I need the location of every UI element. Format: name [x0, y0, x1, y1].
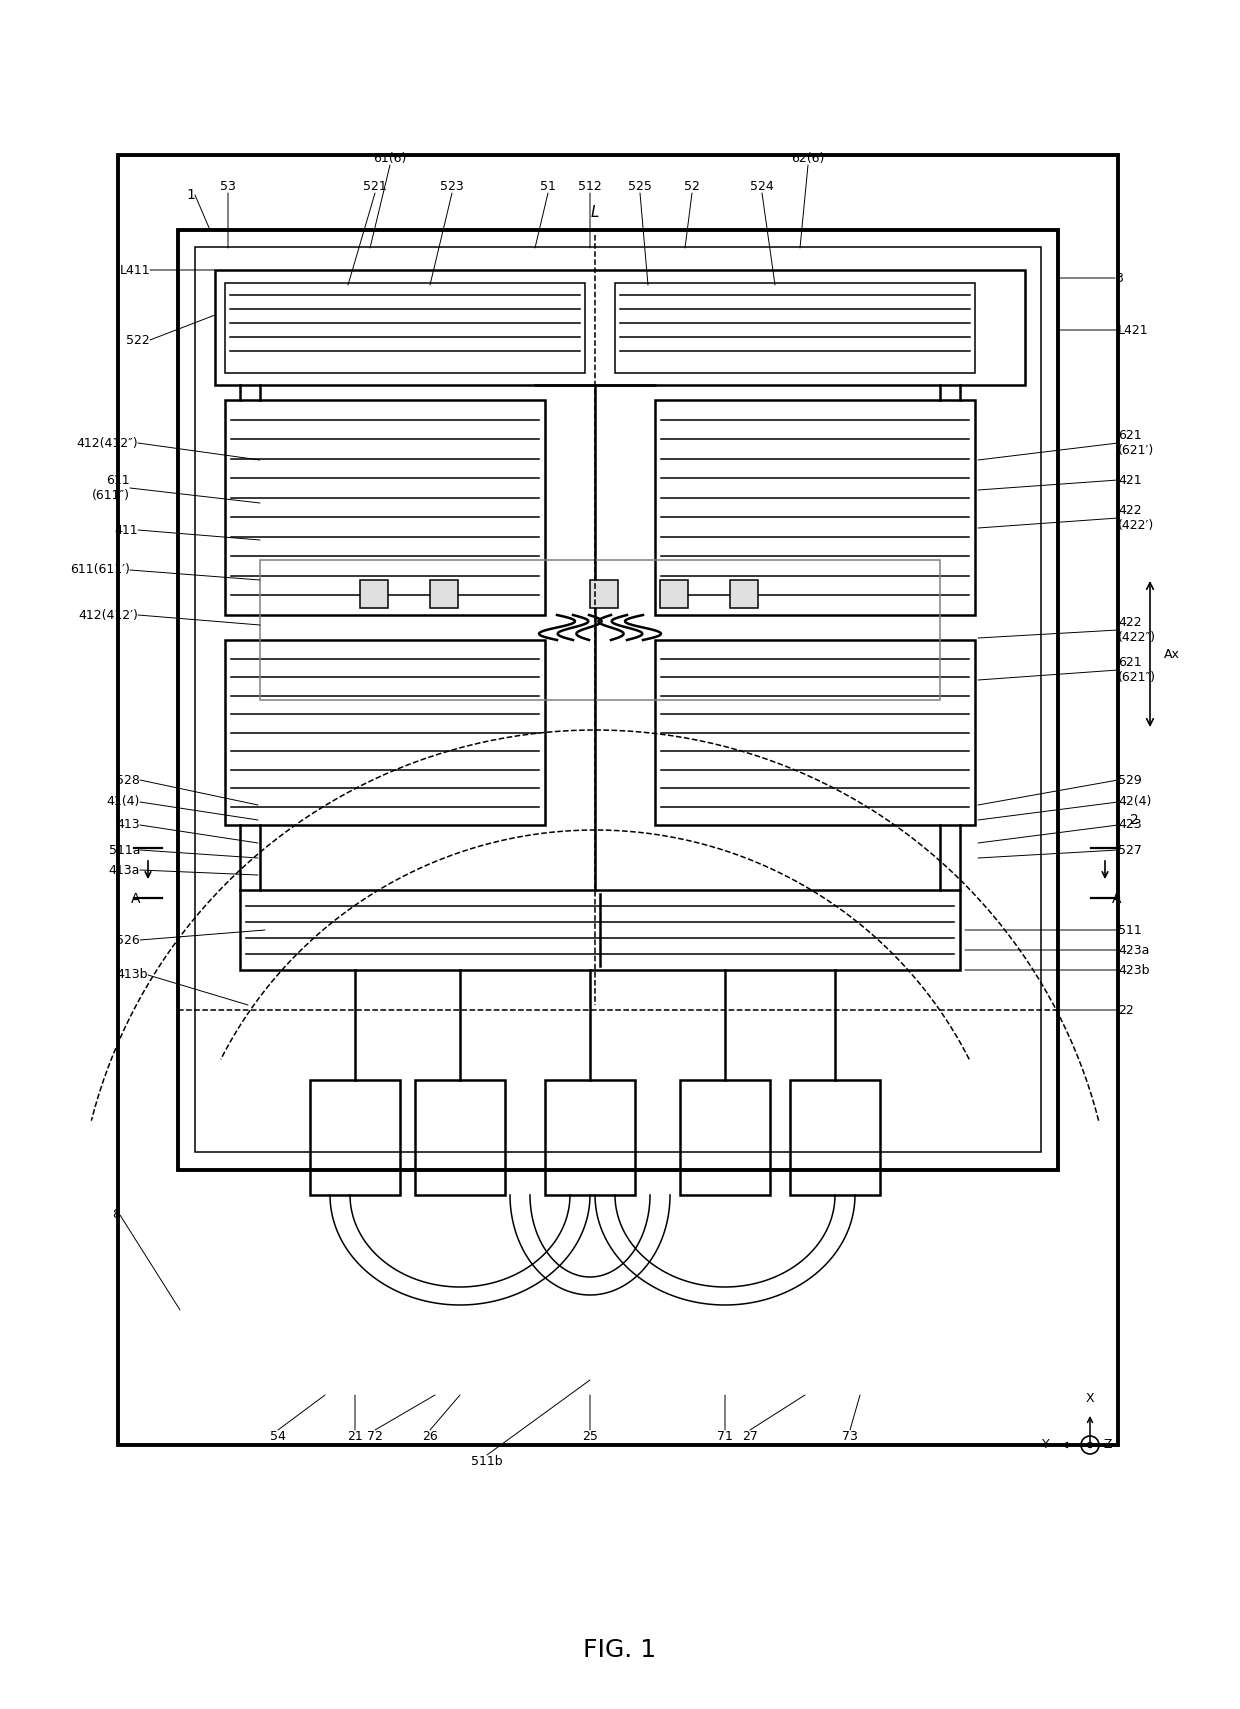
Text: 1: 1 — [186, 188, 195, 202]
Text: 2: 2 — [1130, 813, 1138, 827]
Bar — [241, 890, 960, 971]
Text: 528: 528 — [117, 774, 140, 786]
Bar — [730, 579, 758, 608]
Bar — [430, 579, 458, 608]
Text: 521: 521 — [363, 179, 387, 193]
Bar — [118, 156, 1118, 1446]
Bar — [660, 579, 688, 608]
Bar — [224, 400, 546, 615]
Bar — [680, 1080, 770, 1195]
Text: 73: 73 — [842, 1430, 858, 1442]
Text: Ax: Ax — [1164, 648, 1180, 660]
Text: 523: 523 — [440, 179, 464, 193]
Text: 72: 72 — [367, 1430, 383, 1442]
Text: 22: 22 — [1118, 1003, 1133, 1017]
Text: 26: 26 — [422, 1430, 438, 1442]
Bar — [546, 1080, 635, 1195]
Text: 421: 421 — [1118, 473, 1142, 487]
Text: 512: 512 — [578, 179, 601, 193]
Text: 621
(621′): 621 (621′) — [1118, 429, 1154, 456]
Text: 529: 529 — [1118, 774, 1142, 786]
Text: A: A — [130, 892, 140, 906]
Text: 611(611′): 611(611′) — [71, 564, 130, 576]
Text: A: A — [1112, 892, 1121, 906]
Bar — [360, 579, 388, 608]
Text: FIG. 1: FIG. 1 — [584, 1637, 656, 1661]
Text: 511a: 511a — [109, 844, 140, 856]
Text: 611
(611″): 611 (611″) — [92, 473, 130, 502]
Bar — [260, 561, 940, 701]
Bar — [415, 1080, 505, 1195]
Text: 422
(422′): 422 (422′) — [1118, 504, 1154, 531]
Text: X: X — [1086, 1393, 1095, 1405]
Bar — [195, 248, 1042, 1152]
Bar — [215, 270, 1025, 385]
Text: 41(4): 41(4) — [107, 795, 140, 808]
Text: 25: 25 — [582, 1430, 598, 1442]
Bar — [655, 400, 975, 615]
Text: 413a: 413a — [109, 863, 140, 877]
Circle shape — [1087, 1442, 1092, 1448]
Text: 21: 21 — [347, 1430, 363, 1442]
Text: 412(412″): 412(412″) — [77, 436, 138, 449]
Text: 413: 413 — [117, 819, 140, 832]
Text: 423: 423 — [1118, 819, 1142, 832]
Text: 524: 524 — [750, 179, 774, 193]
Text: L421: L421 — [1118, 323, 1148, 337]
Text: 54: 54 — [270, 1430, 286, 1442]
Text: 522: 522 — [126, 333, 150, 347]
Text: 3: 3 — [1115, 272, 1123, 284]
Text: 412(412′): 412(412′) — [78, 608, 138, 622]
Bar — [179, 231, 1058, 1171]
Bar — [310, 1080, 401, 1195]
Text: 61(6): 61(6) — [373, 152, 407, 166]
Text: 62(6): 62(6) — [791, 152, 825, 166]
Text: L411: L411 — [119, 263, 150, 277]
Text: 413b: 413b — [117, 969, 148, 981]
Text: L: L — [590, 205, 599, 220]
Text: Y: Y — [1043, 1439, 1050, 1451]
Text: 8: 8 — [112, 1208, 120, 1222]
Bar — [615, 284, 975, 373]
Text: 411: 411 — [114, 523, 138, 537]
Bar — [224, 284, 585, 373]
Text: 525: 525 — [629, 179, 652, 193]
Text: 526: 526 — [117, 933, 140, 947]
Bar — [655, 639, 975, 825]
Text: 27: 27 — [742, 1430, 758, 1442]
Text: 423b: 423b — [1118, 964, 1149, 976]
Text: 71: 71 — [717, 1430, 733, 1442]
Bar — [790, 1080, 880, 1195]
Text: 423a: 423a — [1118, 943, 1149, 957]
Text: 511b: 511b — [471, 1454, 502, 1468]
Text: 527: 527 — [1118, 844, 1142, 856]
Text: 53: 53 — [219, 179, 236, 193]
Text: 422
(422″): 422 (422″) — [1118, 615, 1156, 644]
Text: Z: Z — [1104, 1439, 1112, 1451]
Text: 52: 52 — [684, 179, 699, 193]
Text: 42(4): 42(4) — [1118, 795, 1152, 808]
Bar — [224, 639, 546, 825]
Text: 51: 51 — [541, 179, 556, 193]
Text: 511: 511 — [1118, 923, 1142, 937]
Text: 621
(621″): 621 (621″) — [1118, 656, 1156, 684]
Bar — [590, 579, 618, 608]
